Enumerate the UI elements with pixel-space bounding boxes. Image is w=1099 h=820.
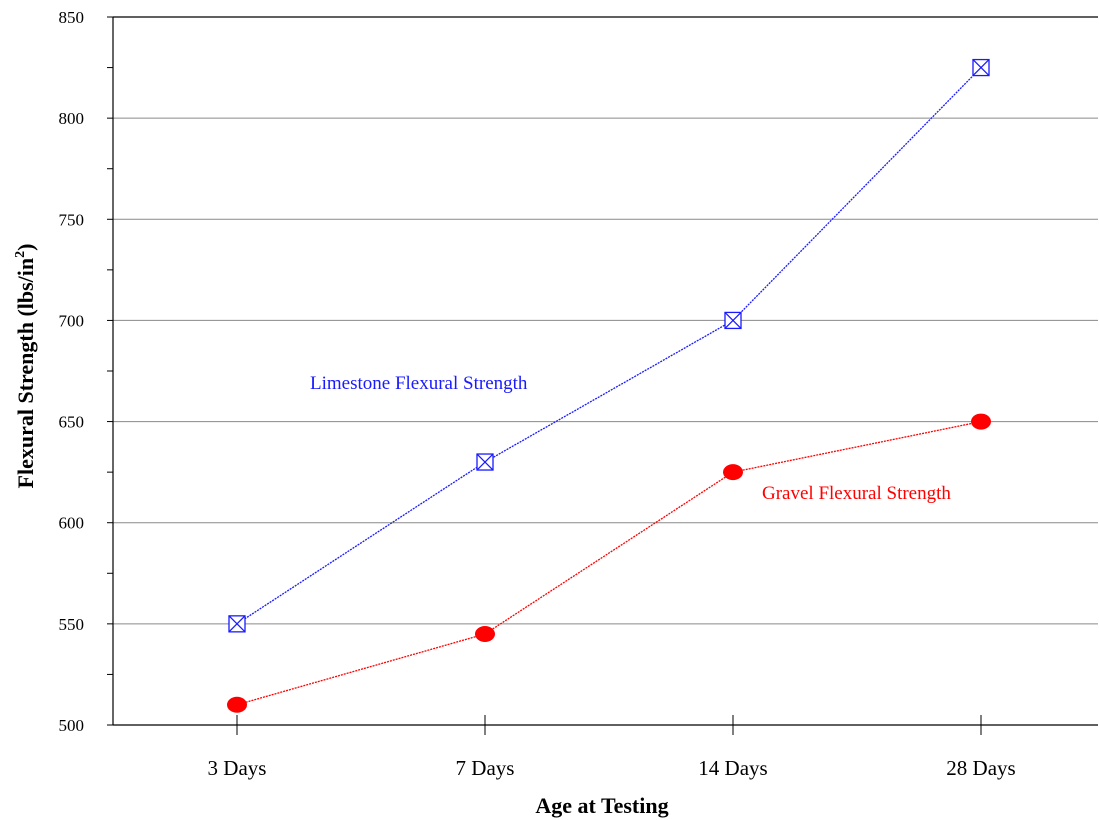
marker-cross-b [972,59,990,76]
x-axis-title: Age at Testing [535,793,668,818]
marker-cross-b [476,453,494,471]
series-label-gravel: Gravel Flexural Strength [762,483,951,504]
y-tick-label: 650 [59,413,85,432]
x-ticks: 3 Days 7 Days 14 Days 28 Days [208,715,1016,780]
y-axis-title-close: ) [13,244,38,251]
y-ticks: 500 550 600 650 700 750 800 850 [59,8,113,735]
series-line-0 [236,67,982,625]
y-tick-label: 800 [59,109,85,128]
x-tick-label: 7 Days [456,756,515,780]
data-point-gravel [475,625,495,642]
y-tick-label: 750 [59,210,85,229]
data-point-limestone [972,58,990,77]
y-axis-title: Flexural Strength (lbs/in2) [13,244,38,489]
data-point-limestone [228,615,246,633]
data-point-limestone [476,453,494,471]
series-label-limestone: Limestone Flexural Strength [310,373,528,394]
data-point-limestone [724,311,742,330]
series-line-1 [236,420,982,706]
series [227,58,991,713]
grid-lines [113,117,1098,625]
data-point-gravel [227,696,247,713]
data-point-gravel [723,464,743,481]
y-tick-label: 850 [59,8,85,27]
y-axis-title-main: Flexural Strength (lbs/in [13,258,38,489]
x-tick-label: 14 Days [698,756,767,780]
data-point-gravel [971,413,991,430]
y-tick-label: 600 [59,514,85,533]
y-tick-label: 550 [59,615,85,634]
marker-cross-b [724,312,742,329]
y-tick-label: 500 [59,716,85,735]
marker-cross-b [228,615,246,633]
y-tick-label: 700 [59,311,85,330]
x-tick-label: 3 Days [208,756,267,780]
x-tick-label: 28 Days [946,756,1015,780]
y-axis-title-superscript: 2 [13,251,28,258]
axes [112,16,1098,726]
